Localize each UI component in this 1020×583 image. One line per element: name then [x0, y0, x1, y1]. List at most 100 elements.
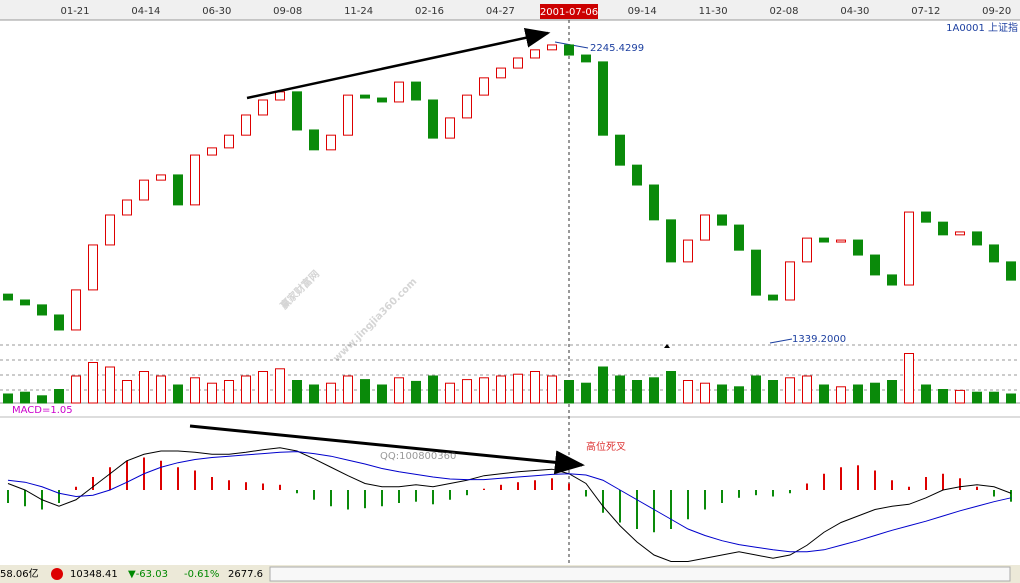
date-label: 09-20 [982, 6, 1011, 17]
volume-bar [632, 380, 642, 404]
candle [785, 261, 795, 301]
candle [241, 114, 251, 136]
candle [20, 299, 30, 306]
candle [547, 44, 557, 51]
volume-bar [360, 379, 370, 404]
volume-bar [156, 375, 166, 404]
date-label: 01-21 [60, 6, 89, 17]
date-label: 11-30 [699, 6, 728, 17]
candle [428, 99, 438, 139]
volume-grid [0, 344, 1020, 391]
candle [683, 239, 693, 263]
candle [1006, 261, 1016, 281]
candle [88, 244, 98, 291]
candle [139, 179, 149, 201]
date-label: 06-30 [202, 6, 231, 17]
volume-bar [751, 375, 761, 404]
volume-bar [717, 384, 727, 404]
date-label: 04-14 [131, 6, 160, 17]
candle [54, 314, 64, 331]
volume-bar [173, 384, 183, 404]
candle [394, 81, 404, 103]
candle [717, 214, 727, 226]
volume-bar [564, 380, 574, 404]
volume-bar [513, 373, 523, 404]
dif-line [7, 447, 1012, 562]
icon [51, 568, 63, 580]
volume-bar [54, 389, 64, 404]
pointer [769, 338, 793, 344]
candle [105, 214, 115, 246]
trend-arrow [246, 27, 551, 100]
scrollbar[interactable] [269, 566, 1011, 582]
other-value: 2677.6 [228, 569, 263, 580]
candle [258, 99, 268, 116]
candle [938, 221, 948, 236]
candle [377, 97, 387, 103]
marks [3, 44, 1016, 562]
volume-bar [411, 380, 421, 404]
volume-bar [734, 386, 744, 404]
volume-bar [343, 375, 353, 404]
volume-bar [955, 389, 965, 404]
candle [836, 239, 846, 243]
volume-bar [768, 380, 778, 404]
volume-bar [785, 377, 795, 404]
date-label: 07-12 [911, 6, 940, 17]
date-label: 04-27 [486, 6, 515, 17]
volume-bar [683, 380, 693, 404]
index-value: 10348.41 [70, 569, 118, 580]
candle [615, 134, 625, 166]
watermark-text: 赢家财富网 [277, 267, 322, 312]
cursor-date: 2001-07-06 [540, 7, 598, 18]
volume-bar [105, 366, 115, 404]
candle [870, 254, 880, 276]
date-label: 02-08 [769, 6, 798, 17]
volume-bar [938, 389, 948, 404]
candle [972, 231, 982, 246]
volume-bar [649, 377, 659, 404]
low-label: 1339.2000 [792, 334, 846, 345]
candle [343, 94, 353, 136]
candle [445, 117, 455, 139]
volume-bar [836, 386, 846, 404]
cursor-date-bg [540, 4, 598, 19]
date-label: 11-24 [344, 6, 373, 17]
change-pct: -0.61% [184, 569, 219, 580]
candle [207, 147, 217, 156]
candle [360, 94, 370, 99]
dea-line [7, 451, 1012, 553]
high-label: 2245.4299 [590, 43, 644, 54]
volume-bar [887, 380, 897, 404]
volume-bar [496, 375, 506, 404]
candle [275, 91, 285, 101]
volume-bar [20, 391, 30, 404]
volume-bar [309, 384, 319, 404]
trend-arrow [189, 424, 585, 475]
volume-bar [802, 375, 812, 404]
candle [598, 61, 608, 136]
volume-bar [921, 384, 931, 404]
volume-bar [581, 382, 591, 404]
candle [700, 214, 710, 241]
volume-bar [904, 353, 914, 404]
volume-bar [1006, 393, 1016, 404]
candle [819, 237, 829, 243]
candle [122, 199, 132, 216]
candle [853, 239, 863, 256]
top-bar [0, 0, 1020, 20]
amount: 58.06亿 [0, 567, 39, 580]
volume-bar [37, 395, 47, 404]
marker [664, 344, 670, 348]
candle [751, 249, 761, 296]
candle [462, 94, 472, 119]
candle [3, 293, 13, 301]
candle [190, 154, 200, 206]
volume-bar [326, 382, 336, 404]
candle [326, 134, 336, 151]
volume-bar [3, 393, 13, 404]
candle [955, 231, 965, 236]
candle [904, 211, 914, 286]
candle [989, 244, 999, 263]
